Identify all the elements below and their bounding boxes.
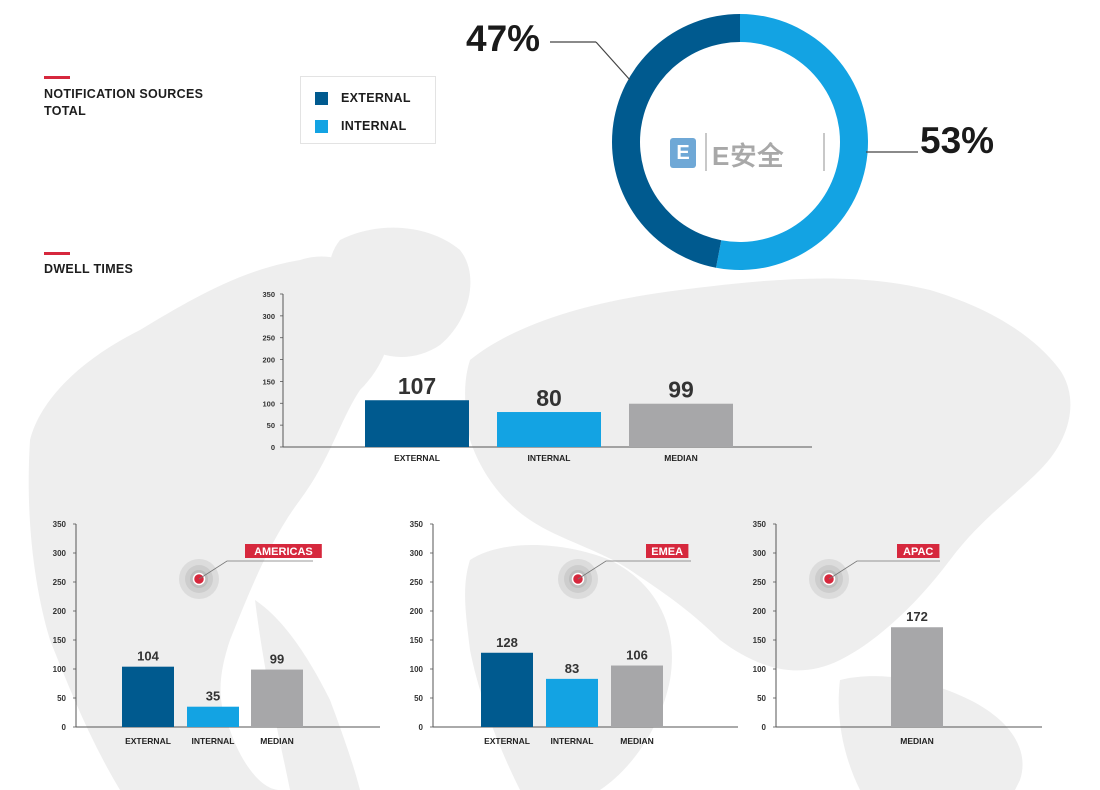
bar-internal (497, 412, 601, 447)
notification-title-line1: NOTIFICATION SOURCES (44, 87, 204, 101)
y-tick-label: 50 (267, 421, 275, 430)
y-tick-label: 150 (410, 636, 424, 645)
region-tag-label: EMEA (651, 546, 683, 558)
y-tick-label: 250 (410, 578, 424, 587)
y-tick-label: 50 (414, 694, 423, 703)
legend-swatch-external (315, 91, 328, 105)
x-category-label: MEDIAN (260, 736, 294, 746)
bar-value-label: 99 (270, 652, 284, 667)
y-tick-label: 300 (262, 312, 275, 321)
donut-leader-external-d (595, 41, 631, 81)
bar-external (365, 400, 469, 447)
bar-median (891, 627, 943, 727)
x-category-label: INTERNAL (551, 736, 594, 746)
y-tick-label: 200 (262, 356, 275, 365)
y-tick-label: 0 (419, 723, 424, 732)
y-tick-label: 350 (53, 520, 67, 529)
bar-chart-emea: EMEA 0 50 100 150 200 250 300 350 128 EXTERNAL 83 IN… (410, 520, 738, 746)
region-tag-background (245, 544, 322, 558)
region-tag-label: AMERICAS (254, 546, 313, 558)
y-tick-label: 250 (53, 578, 67, 587)
bar-value-label: 107 (398, 373, 436, 399)
y-tick-label: 300 (410, 549, 424, 558)
watermark-bracket (705, 133, 825, 171)
y-tick-label: 200 (53, 607, 67, 616)
y-tick-label: 0 (62, 723, 67, 732)
bar-value-label: 106 (626, 648, 648, 663)
bar-value-label: 83 (565, 661, 579, 676)
y-tick-label: 250 (262, 334, 275, 343)
section-accent-bar-dwell (44, 252, 70, 255)
bar-value-label: 99 (668, 377, 694, 403)
bar-internal (546, 678, 598, 727)
legend-item-external: EXTERNAL (315, 91, 411, 105)
y-tick-label: 150 (753, 636, 767, 645)
section-accent-bar (44, 76, 70, 79)
bar-chart-americas: AMERICAS 0 50 100 150 200 250 300 350 104 EXTERNAL… (53, 520, 380, 746)
y-tick-label: 200 (753, 607, 767, 616)
notification-title-line2: TOTAL (44, 104, 87, 118)
bar-median (629, 403, 733, 447)
bar-median (251, 669, 303, 727)
donut-label-external: 47% (466, 18, 541, 59)
y-tick-label: 350 (410, 520, 424, 529)
bar-external (122, 666, 174, 727)
donut-slice-internal (716, 14, 868, 270)
x-category-label: EXTERNAL (484, 736, 530, 746)
y-tick-label: 200 (410, 607, 424, 616)
legend-item-internal: INTERNAL (315, 119, 407, 133)
x-category-label: EXTERNAL (125, 736, 171, 746)
bar-chart-apac: APAC 0 50 100 150 200 250 300 350 172 MEDIAN (753, 520, 1042, 746)
region-leader-line (828, 560, 940, 580)
bar-value-label: 128 (496, 635, 518, 650)
y-tick-label: 100 (262, 399, 275, 408)
x-category-label: MEDIAN (664, 453, 698, 463)
donut-chart (550, 14, 918, 270)
legend: EXTERNAL INTERNAL (300, 76, 436, 144)
y-tick-label: 350 (753, 520, 767, 529)
region-tag-label: APAC (903, 546, 933, 558)
y-tick-label: 300 (53, 549, 67, 558)
x-category-label: MEDIAN (900, 736, 934, 746)
bar-value-label: 104 (137, 649, 159, 664)
y-tick-label: 100 (410, 665, 424, 674)
notification-sources-title: NOTIFICATION SOURCES TOTAL (44, 86, 203, 120)
y-tick-label: 350 (262, 290, 275, 299)
bar-chart-total: 0 50 100 150 200 250 300 350 107 EXTERNAL 80 INTERN… (262, 290, 812, 463)
y-tick-label: 100 (753, 665, 767, 674)
y-tick-label: 150 (53, 636, 67, 645)
donut-slice-external (612, 14, 740, 268)
y-tick-label: 250 (753, 578, 767, 587)
legend-label-internal: INTERNAL (341, 119, 407, 133)
y-tick-label: 150 (262, 377, 275, 386)
region-tag-background (646, 544, 689, 558)
region-tag-background (897, 544, 940, 558)
dwell-times-title: DWELL TIMES (44, 262, 134, 276)
region-leader-line (577, 560, 691, 580)
y-tick-label: 100 (53, 665, 67, 674)
bar-internal (187, 706, 239, 727)
x-category-label: MEDIAN (620, 736, 654, 746)
y-tick-label: 0 (762, 723, 767, 732)
y-tick-label: 50 (757, 694, 766, 703)
bar-value-label: 35 (206, 689, 220, 704)
watermark-logo: E (670, 138, 696, 168)
y-tick-label: 50 (57, 694, 66, 703)
x-category-label: INTERNAL (192, 736, 235, 746)
x-category-label: EXTERNAL (394, 453, 440, 463)
bar-value-label: 172 (906, 609, 928, 624)
legend-label-external: EXTERNAL (341, 91, 411, 105)
legend-swatch-internal (315, 119, 328, 133)
donut-label-internal: 53% (920, 120, 995, 161)
bar-external (481, 652, 533, 727)
watermark-text: E安全 (712, 141, 785, 171)
y-tick-label: 300 (753, 549, 767, 558)
y-tick-label: 0 (271, 443, 275, 452)
region-leader-line (198, 560, 313, 580)
bar-value-label: 80 (536, 385, 562, 411)
x-category-label: INTERNAL (528, 453, 571, 463)
bar-median (611, 665, 663, 727)
